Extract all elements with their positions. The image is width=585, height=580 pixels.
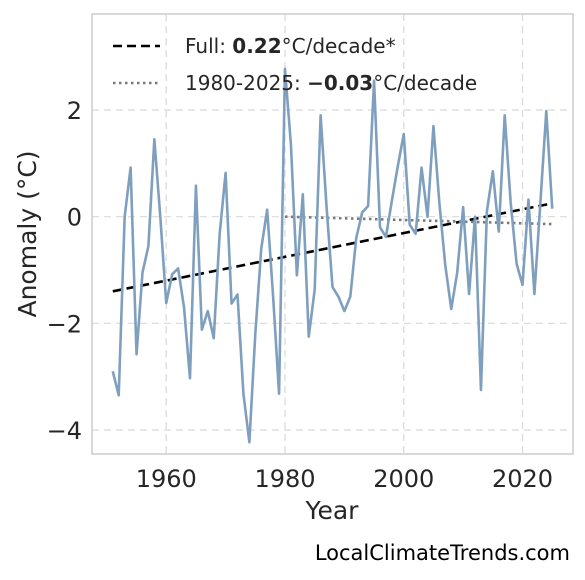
trend-layer — [112, 202, 553, 293]
recent-trend-line — [284, 215, 553, 226]
x-axis-title: Year — [305, 496, 360, 525]
x-tick-label: 2000 — [373, 465, 434, 493]
legend-recent-label: 1980-2025: −0.03°C/decade — [185, 71, 477, 95]
anomaly-series-line — [111, 67, 554, 444]
legend-full-label: Full: 0.22°C/decade* — [185, 34, 396, 58]
legend-full-value: 0.22 — [232, 34, 281, 58]
watermark-text: LocalClimateTrends.com — [315, 541, 570, 565]
y-tick-label: 2 — [67, 97, 82, 125]
legend-recent-value: −0.03 — [307, 71, 373, 95]
legend-recent-suffix: °C/decade — [373, 71, 477, 95]
legend: Full: 0.22°C/decade*1980-2025: −0.03°C/d… — [113, 34, 477, 95]
x-tick-label: 1980 — [254, 465, 315, 493]
legend-full-suffix: °C/decade* — [282, 34, 396, 58]
y-tick-label: −4 — [47, 417, 82, 445]
full-trend-line — [112, 202, 553, 293]
y-axis-title: Anomaly (°C) — [13, 150, 42, 317]
legend-recent-prefix: 1980-2025: — [185, 71, 307, 95]
tick-layer: 1960 1980 2000 2020 −4 −2 0 2 — [47, 97, 553, 493]
series-layer — [111, 67, 554, 444]
x-tick-label: 2020 — [492, 465, 553, 493]
y-tick-label: 0 — [67, 204, 82, 232]
y-tick-label: −2 — [47, 310, 82, 338]
x-tick-label: 1960 — [136, 465, 197, 493]
legend-full-prefix: Full: — [185, 34, 232, 58]
plot-frame — [91, 13, 574, 455]
